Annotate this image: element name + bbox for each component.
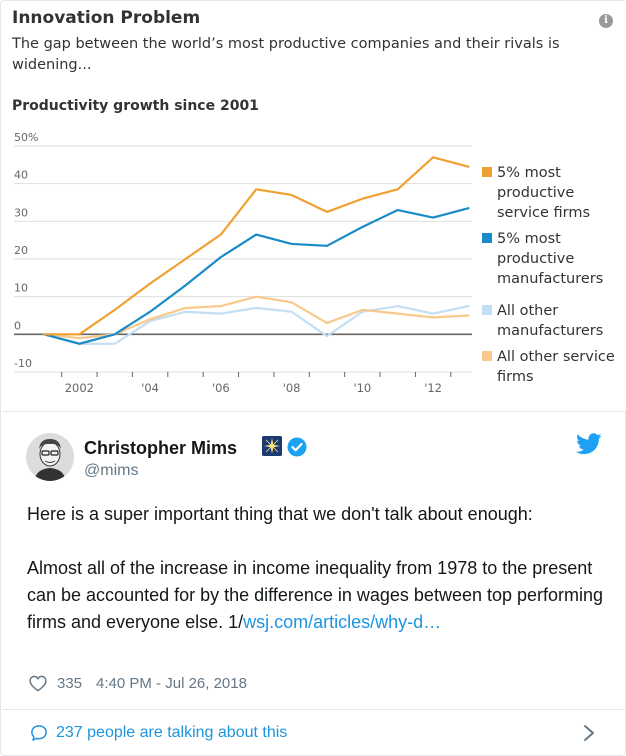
- twitter-bird-icon[interactable]: [576, 433, 602, 455]
- x-tick-label: '04: [141, 381, 159, 395]
- tweet-meta: 335 4:40 PM - Jul 26, 2018: [29, 675, 247, 692]
- legend-swatch: [482, 305, 492, 315]
- legend-label: productive: [497, 185, 574, 201]
- y-tick-label: -10: [14, 357, 32, 370]
- timestamp[interactable]: 4:40 PM - Jul 26, 2018: [96, 675, 247, 692]
- legend-label: productive: [497, 251, 574, 267]
- talking-count-link[interactable]: 237 people are talking about this: [56, 724, 288, 741]
- speech-bubble-icon: [31, 725, 47, 741]
- y-tick-label: 50%: [14, 131, 38, 144]
- legend-label: firms: [497, 369, 534, 385]
- x-tick-label: '06: [212, 381, 230, 395]
- like-count[interactable]: 335: [57, 675, 83, 692]
- legend-swatch: [482, 351, 492, 361]
- legend-label: manufacturers: [497, 323, 603, 339]
- y-tick-label: 30: [14, 206, 28, 219]
- x-tick-label: '12: [424, 381, 442, 395]
- legend-label: 5% most: [497, 231, 561, 247]
- x-tick-label: '08: [283, 381, 301, 395]
- legend-label: All other service: [497, 349, 615, 365]
- info-icon[interactable]: i: [599, 14, 613, 28]
- series-line: [42, 156, 470, 336]
- chart-heading: Productivity growth since 2001: [12, 98, 259, 114]
- verified-badge-icon: [287, 437, 307, 457]
- chart-title: Innovation Problem: [12, 8, 201, 28]
- heart-icon[interactable]: [29, 675, 47, 692]
- avatar[interactable]: [26, 433, 74, 481]
- handle[interactable]: @mims: [84, 462, 139, 479]
- legend-label: service firms: [497, 205, 590, 221]
- tweet-paragraph-1: Here is a super important thing that we …: [27, 504, 533, 524]
- y-tick-label: 20: [14, 244, 28, 257]
- display-name[interactable]: Christopher Mims: [84, 438, 238, 458]
- tweet-text: Here is a super important thing that we …: [27, 501, 607, 636]
- series-line: [42, 295, 470, 340]
- y-tick-label: 0: [14, 319, 21, 332]
- chevron-right-icon[interactable]: [582, 724, 596, 742]
- y-tick-label: 40: [14, 169, 28, 182]
- series-line: [42, 207, 470, 345]
- conversation-footer[interactable]: 237 people are talking about this: [2, 709, 626, 756]
- legend-swatch: [482, 233, 492, 243]
- tweet: Christopher Mims @mims Here is a super i…: [2, 413, 626, 709]
- thread-number: 1/: [228, 612, 244, 632]
- series-line: [42, 304, 470, 345]
- tweet-paragraph-2: Almost all of the increase in income ine…: [27, 555, 607, 636]
- tweet-paragraph-2-text: Almost all of the increase in income ine…: [27, 558, 604, 632]
- article-link[interactable]: wsj.com/articles/why-d…: [243, 612, 442, 632]
- productivity-line-chart: 50% 40 30 20 10 0 -10 2002 '04 '06 '08 '10 '12 5% mo…: [14, 131, 615, 395]
- x-tick-label: '10: [353, 381, 371, 395]
- legend-label: 5% most: [497, 165, 561, 181]
- legend-swatch: [482, 167, 492, 177]
- chart-image[interactable]: Innovation Problem The gap between the w…: [2, 2, 626, 412]
- chart-subtitle: The gap between the world’s most product…: [12, 36, 560, 73]
- legend-label: manufacturers: [497, 271, 603, 287]
- y-tick-label: 10: [14, 282, 28, 295]
- legend-label: All other: [497, 303, 558, 319]
- sparkle-emoji-icon: [262, 436, 282, 456]
- x-tick-label: 2002: [65, 381, 94, 395]
